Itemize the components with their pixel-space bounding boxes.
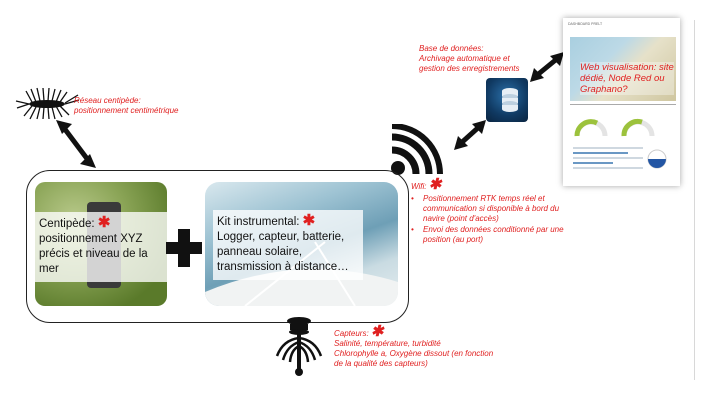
asterisk-icon: ✱ [370,323,384,340]
kit-label: Kit instrumental: [217,216,300,228]
asterisk-icon: ✱ [97,214,111,231]
centipede-label: Centipède: [39,218,95,230]
level-gauge-icon [647,149,667,169]
wifi-bullet-text: Envoi des données conditionné par une po… [423,225,564,244]
wifi-icon [391,124,443,175]
wifi-bullet-text: Positionnement RTK temps réel et communi… [423,194,560,223]
database-line1: Base de données: [419,44,484,53]
kit-photo: Kit instrumental: ✱ Logger, capteur, bat… [205,182,398,306]
arrow-wifi-db [454,120,486,150]
asterisk-icon: ✱ [428,176,442,193]
centipede-icon [15,87,80,120]
centipede-photo: Centipède: ✱ positionnement XYZ précis e… [35,182,167,306]
sensors-caption: Capteurs: ✱ Salinité, température, turbi… [334,324,554,369]
gauge-icon [621,118,655,137]
wifi-title: Wifi: [411,182,427,191]
centipede-text: positionnement XYZ précis et niveau de l… [39,233,148,275]
kit-overlay: Kit instrumental: ✱ Logger, capteur, bat… [213,210,363,280]
sensor-icon [275,317,323,376]
database-icon [502,88,518,112]
dashboard-map [570,37,676,101]
kit-text: Logger, capteur, batterie, panneau solai… [217,231,349,273]
system-box [26,170,409,323]
web-visualisation-label: Web visualisation: site dédié, Node Red … [580,62,674,95]
wifi-bullet: • Positionnement RTK temps réel et commun… [411,194,581,224]
asterisk-icon: ✱ [302,212,316,229]
centipede-title: Réseau centipède: [74,96,141,105]
database-line3: gestion des enregistrements [419,64,520,73]
sensors-line3: de la qualité des capteurs) [334,359,428,368]
dashboard-rule [570,104,676,105]
dashboard-bars [573,145,643,171]
centipede-caption: Réseau centipède: positionnement centimé… [74,96,179,116]
database-caption: Base de données: Archivage automatique e… [419,44,520,74]
wifi-bullet: • Envoi des données conditionné par une p… [411,225,581,245]
gauge-icon [574,119,608,137]
centipede-subtitle: positionnement centimétrique [74,106,179,115]
arrow-db-dashboard [530,52,564,82]
database-panel [486,78,528,122]
wifi-caption: Wifi: ✱ • Positionnement RTK temps réel e… [411,177,581,245]
plus-icon-bar [166,242,202,254]
arrow-centipede [56,120,96,168]
divider [694,20,695,380]
database-line2: Archivage automatique et [419,54,510,63]
dashboard-header: DASHBOARD PRELT [568,22,603,26]
sensors-line2: Chlorophylle a, Oxygène dissout (en fonc… [334,349,494,358]
sensors-title: Capteurs: [334,329,369,338]
centipede-overlay: Centipède: ✱ positionnement XYZ précis e… [35,212,167,282]
sensors-line1: Salinité, température, turbidité [334,339,441,348]
